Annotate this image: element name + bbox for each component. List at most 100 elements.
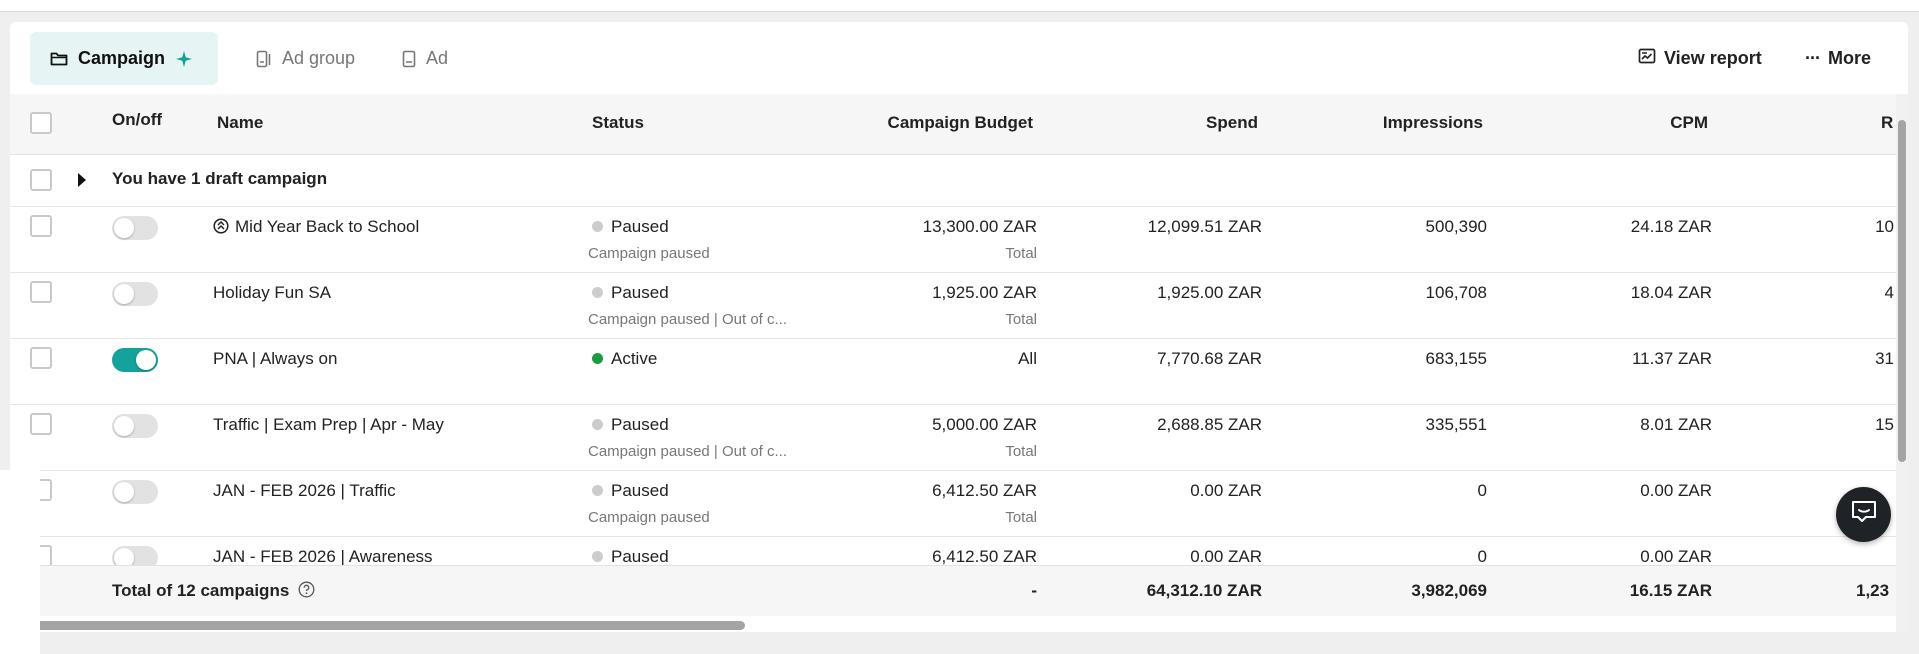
impressions-cell: 0	[1477, 481, 1487, 500]
table-row[interactable]: Holiday Fun SA Paused Campaign paused | Ou…	[10, 273, 1896, 339]
campaign-name: JAN - FEB 2026 | Awareness	[213, 547, 433, 566]
status-subtext: Campaign paused | Out of c...	[588, 311, 788, 328]
row-checkbox[interactable]	[30, 281, 52, 303]
select-all-checkbox[interactable]	[30, 112, 52, 134]
spend-cell: 7,770.68 ZAR	[1157, 349, 1262, 368]
col-cpm[interactable]: CPM	[1670, 113, 1708, 132]
status-dot-icon	[592, 485, 603, 496]
col-spend[interactable]: Spend	[1206, 113, 1258, 132]
tab-ad-group-label: Ad group	[282, 48, 356, 68]
cpm-cell: 0.00 ZAR	[1640, 481, 1712, 500]
tab-ad-group[interactable]: Ad group	[236, 32, 375, 85]
table-row[interactable]: Mid Year Back to School Paused Campaign pa…	[10, 207, 1896, 273]
more-button[interactable]: ··· More	[1805, 32, 1871, 85]
campaign-name-cell[interactable]: Holiday Fun SA	[213, 283, 331, 303]
table-header: On/off Name Status Campaign Budget Spend…	[10, 94, 1896, 155]
toggle-knob	[114, 284, 134, 304]
draft-row[interactable]: You have 1 draft campaign	[10, 155, 1896, 207]
campaign-name-cell[interactable]: JAN - FEB 2026 | Traffic	[213, 481, 396, 501]
footer-budget: -	[1031, 581, 1037, 600]
table-footer: Total of 12 campaigns - 64,312.10 ZAR 3,…	[10, 565, 1896, 616]
cpm-cell: 24.18 ZAR	[1630, 217, 1712, 236]
impressions-cell: 683,155	[1425, 349, 1487, 368]
footer-impressions: 3,982,069	[1411, 581, 1487, 600]
col-status[interactable]: Status	[592, 113, 644, 132]
row-checkbox[interactable]	[30, 413, 52, 435]
status-cell: Active	[592, 349, 657, 369]
budget-type: Total	[1005, 509, 1037, 526]
budget-cell: 1,925.00 ZAR	[932, 283, 1037, 302]
col-name[interactable]: Name	[217, 113, 264, 132]
budget-cell: 5,000.00 ZAR	[932, 415, 1037, 434]
on-off-toggle[interactable]	[112, 348, 158, 372]
view-report-button[interactable]: View report	[1638, 32, 1762, 85]
level-tabs: Campaign Ad group Ad View report ···	[10, 22, 1908, 94]
table-row[interactable]: Traffic | Exam Prep | Apr - May Paused Cam…	[10, 405, 1896, 471]
cpm-cell: 18.04 ZAR	[1630, 283, 1712, 302]
chat-support-button[interactable]	[1836, 487, 1891, 542]
tab-campaign[interactable]: Campaign	[30, 32, 218, 85]
chat-icon	[1850, 499, 1878, 530]
status-subtext: Campaign paused	[588, 509, 710, 526]
budget-type: Total	[1005, 443, 1037, 460]
ellipsis-icon: ···	[1805, 48, 1821, 68]
ad-group-icon	[256, 50, 272, 68]
campaign-name: PNA | Always on	[213, 349, 338, 368]
col-campaign-budget[interactable]: Campaign Budget	[887, 113, 1033, 132]
more-label: More	[1827, 48, 1871, 68]
status-dot-icon	[592, 551, 603, 562]
left-overlay	[0, 470, 40, 654]
cpm-cell: 0.00 ZAR	[1640, 547, 1712, 566]
footer-spend: 64,312.10 ZAR	[1146, 581, 1262, 600]
status-dot-icon	[592, 419, 603, 430]
footer-label-text: Total of 12 campaigns	[112, 581, 290, 600]
sparkle-icon	[175, 50, 193, 68]
campaign-table: On/off Name Status Campaign Budget Spend…	[10, 94, 1896, 632]
toggle-knob	[114, 548, 134, 568]
row-checkbox[interactable]	[30, 215, 52, 237]
budget-type: Total	[1005, 311, 1037, 328]
smart-campaign-icon	[213, 218, 229, 239]
on-off-toggle[interactable]	[112, 216, 158, 240]
tab-ad[interactable]: Ad	[382, 32, 468, 85]
table-row[interactable]: PNA | Always on Active All 7,770.68 ZAR 683,…	[10, 339, 1896, 405]
horizontal-scrollbar-thumb[interactable]	[30, 621, 745, 630]
budget-cell: 13,300.00 ZAR	[922, 217, 1037, 236]
status-dot-icon	[592, 221, 603, 232]
budget-type: Total	[1005, 245, 1037, 262]
spend-cell: 2,688.85 ZAR	[1157, 415, 1262, 434]
expand-caret-icon[interactable]	[78, 172, 86, 192]
impressions-cell: 335,551	[1425, 415, 1487, 434]
draft-row-label: You have 1 draft campaign	[112, 169, 328, 188]
row-checkbox[interactable]	[30, 169, 52, 191]
campaign-name-cell[interactable]: PNA | Always on	[213, 349, 337, 369]
table-row[interactable]: JAN - FEB 2026 | Traffic Paused Campaign p…	[10, 471, 1896, 537]
row-checkbox[interactable]	[30, 347, 52, 369]
next-metric-cell: 4	[1884, 283, 1894, 302]
toggle-knob	[136, 350, 156, 370]
col-on-off[interactable]: On/off	[112, 110, 163, 129]
col-impressions[interactable]: Impressions	[1382, 113, 1483, 132]
on-off-toggle[interactable]	[112, 414, 158, 438]
on-off-toggle[interactable]	[112, 282, 158, 306]
toggle-knob	[114, 416, 134, 436]
campaign-name-cell[interactable]: Traffic | Exam Prep | Apr - May	[213, 415, 444, 435]
campaign-name-cell[interactable]: Mid Year Back to School	[213, 217, 419, 239]
footer-cpm: 16.15 ZAR	[1629, 581, 1712, 600]
campaign-name-cell[interactable]: JAN - FEB 2026 | Awareness	[213, 547, 433, 567]
toggle-knob	[114, 218, 134, 238]
on-off-toggle[interactable]	[112, 480, 158, 504]
status-cell: Paused	[592, 415, 669, 435]
status-text: Paused	[611, 283, 669, 302]
footer-label: Total of 12 campaigns	[112, 581, 315, 603]
impressions-cell: 0	[1477, 547, 1487, 566]
help-icon[interactable]	[298, 581, 315, 603]
col-next[interactable]: R	[1881, 113, 1894, 132]
campaign-panel: Campaign Ad group Ad View report ···	[10, 22, 1908, 632]
next-metric-cell: 15	[1875, 415, 1894, 434]
spend-cell: 1,925.00 ZAR	[1157, 283, 1262, 302]
vertical-scrollbar-thumb[interactable]	[1898, 120, 1906, 462]
footer-next: 1,23	[1856, 581, 1890, 600]
status-text: Active	[611, 349, 658, 368]
campaign-name: Traffic | Exam Prep | Apr - May	[213, 415, 444, 434]
